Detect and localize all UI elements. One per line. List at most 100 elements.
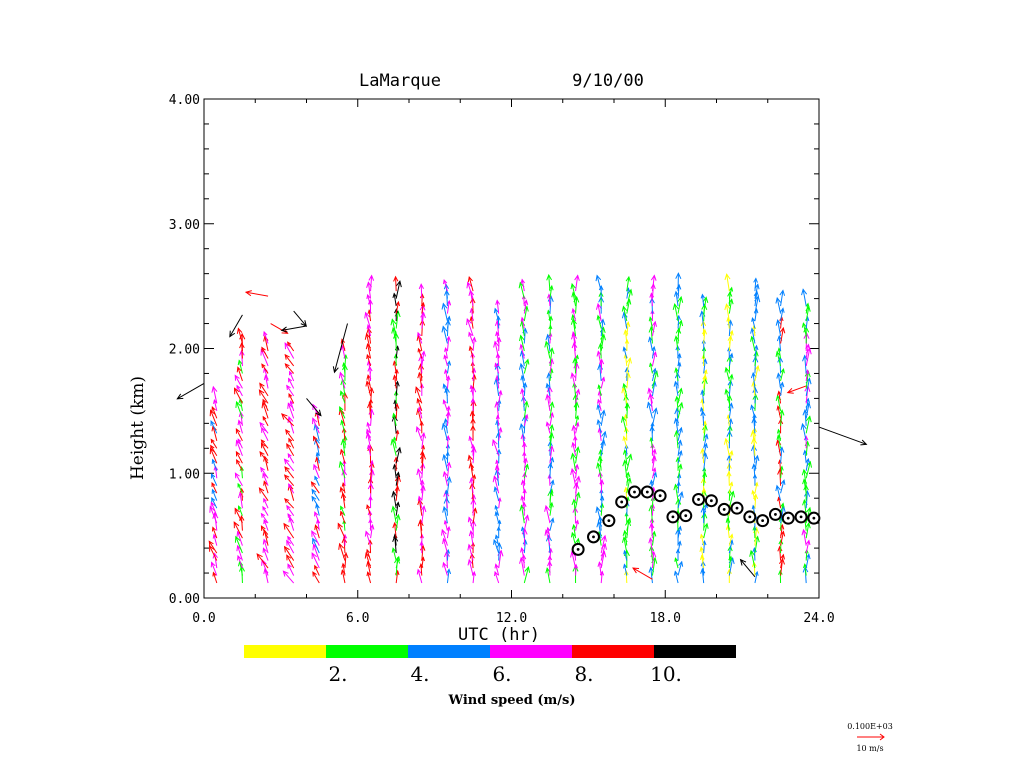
vector-shaft: [314, 424, 320, 441]
vector-shaft: [312, 571, 320, 584]
wind-vector: [597, 398, 602, 411]
wind-vector: [213, 398, 218, 411]
vector-shaft: [572, 332, 577, 344]
vector-shaft: [237, 367, 243, 382]
vector-head: [600, 376, 606, 382]
wind-vector: [622, 435, 628, 449]
wind-vector: [366, 421, 372, 434]
wind-vector: [677, 319, 684, 337]
vector-head: [367, 477, 374, 484]
wind-vector: [391, 547, 397, 561]
vector-head: [235, 439, 242, 447]
wind-vector: [342, 533, 348, 546]
vector-head: [365, 380, 371, 387]
vector-shaft: [444, 355, 448, 367]
vector-shaft: [340, 511, 346, 524]
vector-shaft: [496, 300, 500, 314]
wind-vector: [237, 359, 243, 374]
vector-head: [806, 506, 812, 514]
vector-head: [212, 511, 219, 519]
vector-shaft: [600, 327, 604, 344]
vector-shaft: [366, 505, 372, 516]
wind-profile-column: [390, 275, 402, 584]
wind-vector: [443, 519, 448, 531]
vector-shaft: [521, 527, 525, 539]
vector-shaft: [802, 289, 807, 307]
vector-shaft: [779, 546, 782, 561]
wind-vector: [393, 275, 399, 292]
vector-head: [284, 498, 290, 504]
wind-vector: [570, 467, 577, 486]
vector-shaft: [780, 524, 783, 539]
bl-dot: [658, 494, 662, 498]
wind-vector: [263, 480, 269, 494]
wind-vector: [393, 353, 399, 366]
vector-shaft: [288, 393, 295, 404]
wind-vector: [497, 426, 503, 441]
legend-title: Wind speed (m/s): [447, 693, 575, 708]
vector-head: [522, 488, 527, 494]
vector-head: [805, 415, 812, 423]
vector-head: [548, 432, 555, 439]
vector-shaft: [805, 378, 810, 396]
vector-head: [338, 542, 345, 550]
isolated-vector: [280, 325, 307, 333]
wind-vector: [366, 324, 372, 337]
vector-head: [258, 487, 265, 494]
vector-head: [677, 463, 683, 470]
vector-shaft: [287, 403, 295, 419]
vector-shaft: [340, 506, 346, 516]
y-tick-label: 4.00: [169, 93, 200, 108]
vector-shaft: [752, 430, 756, 449]
vector-shaft: [418, 407, 423, 419]
vector-head: [801, 468, 808, 476]
vector-shaft: [367, 445, 372, 456]
vector-head: [416, 334, 423, 341]
vector-head: [446, 568, 452, 575]
vector-head: [262, 547, 268, 553]
vector-head: [262, 398, 267, 404]
vector-shaft: [725, 438, 730, 456]
vector-shaft: [624, 354, 628, 367]
wind-vector: [446, 360, 452, 374]
vector-shaft: [754, 351, 758, 367]
wind-vector: [262, 505, 269, 516]
wind-vector: [234, 374, 243, 389]
wind-vector: [314, 524, 320, 539]
wind-vector: [260, 525, 269, 539]
vector-head: [494, 563, 499, 569]
vector-shaft: [597, 303, 602, 322]
vector-head: [622, 459, 629, 467]
vector-shaft: [493, 539, 500, 554]
vector-head: [652, 467, 657, 472]
bl-dot: [592, 535, 595, 539]
vector-head: [493, 340, 500, 348]
vector-head: [366, 421, 371, 427]
vector-shaft: [417, 335, 423, 352]
vector-shaft: [523, 566, 529, 584]
vector-shaft: [210, 502, 218, 516]
vector-shaft: [366, 381, 372, 397]
vector-shaft: [677, 464, 682, 479]
vector-shaft: [523, 383, 526, 396]
wind-vector: [311, 488, 320, 501]
vector-shaft: [599, 343, 602, 359]
wind-vector: [212, 533, 218, 546]
wind-vector: [261, 426, 269, 442]
vector-head: [600, 534, 607, 542]
wind-vector: [493, 340, 500, 359]
vector-head: [286, 554, 292, 561]
vector-shaft: [420, 284, 423, 299]
wind-vector: [677, 426, 683, 441]
vector-head: [394, 308, 399, 314]
vector-shaft: [284, 466, 295, 479]
vector-head: [778, 409, 785, 416]
wind-vector: [728, 352, 734, 367]
wind-vector: [595, 506, 602, 524]
wind-vector: [750, 371, 757, 389]
chart-title-location: LaMarque: [359, 71, 441, 91]
wind-vector: [288, 377, 295, 389]
vector-shaft: [575, 355, 578, 367]
vector-shaft: [596, 507, 602, 524]
vector-shaft: [392, 328, 397, 344]
